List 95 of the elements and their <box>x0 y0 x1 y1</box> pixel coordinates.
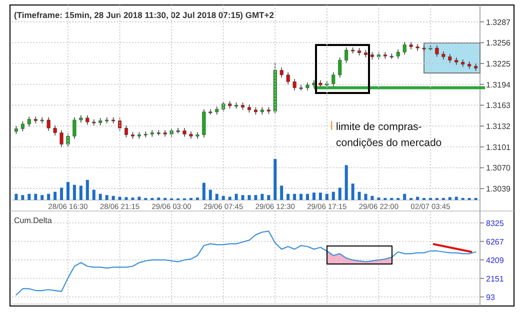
candlestick <box>286 72 290 85</box>
y-tick-label: 1.3225 <box>486 60 512 68</box>
bar <box>312 192 316 200</box>
candlestick <box>53 124 57 136</box>
bar <box>248 195 251 200</box>
bar <box>228 196 232 200</box>
bar <box>370 196 374 200</box>
candlestick <box>208 108 212 116</box>
bar <box>47 194 50 200</box>
text: Cum.Delta <box>14 216 52 225</box>
bar <box>112 196 115 200</box>
candlestick <box>86 114 90 126</box>
bar <box>280 186 284 200</box>
bar <box>124 197 128 200</box>
bar <box>234 194 238 200</box>
bar <box>34 194 38 200</box>
bar <box>138 196 141 200</box>
candlestick <box>60 130 64 148</box>
y-tick-label: 1.3163 <box>486 101 512 110</box>
candlestick <box>46 116 50 132</box>
bar <box>222 196 225 200</box>
bar <box>403 194 406 200</box>
bar <box>274 159 277 200</box>
bar <box>105 195 108 200</box>
bar <box>358 192 361 200</box>
bar <box>86 180 89 200</box>
candlestick <box>34 116 38 124</box>
candlestick <box>292 78 296 91</box>
bar <box>293 194 296 200</box>
y-tick-label: 2151 <box>486 274 504 284</box>
bar <box>72 184 76 200</box>
candlestick <box>27 116 31 128</box>
bar <box>66 182 70 200</box>
bar <box>60 188 64 200</box>
y-tick-label: 1.3287 <box>486 18 512 27</box>
bar <box>338 188 342 200</box>
bar <box>215 194 218 200</box>
candlestick <box>435 44 439 58</box>
candlestick <box>124 124 128 138</box>
bar <box>351 184 354 200</box>
bar <box>254 195 258 200</box>
bar <box>260 194 264 200</box>
y-tick-label: 93 <box>486 292 496 302</box>
bar <box>92 190 96 200</box>
bar <box>344 165 348 200</box>
bar <box>306 194 309 200</box>
y-tick-label: 1.3132 <box>486 122 512 132</box>
y-tick-label: 6267 <box>486 237 504 246</box>
bar <box>332 192 335 200</box>
bar <box>14 194 18 200</box>
bar <box>40 195 44 200</box>
bar <box>21 195 24 200</box>
candlestick <box>390 53 394 60</box>
candlestick <box>20 120 24 132</box>
y-tick-label: 1.3070 <box>486 164 512 173</box>
candlestick <box>163 130 167 138</box>
bar <box>98 194 102 200</box>
y-tick-label: 4209 <box>486 256 504 265</box>
bar <box>267 195 270 200</box>
candlestick <box>150 130 154 138</box>
candlestick <box>402 42 406 56</box>
candlestick <box>196 132 200 140</box>
candlestick <box>202 108 206 138</box>
line-series <box>16 230 476 296</box>
bar <box>318 192 322 200</box>
bar <box>300 194 303 200</box>
bar <box>286 194 290 200</box>
bar <box>448 197 452 200</box>
bar <box>241 195 244 200</box>
bar <box>54 192 57 200</box>
annotation: limite de compras-condições do mercado <box>336 121 442 149</box>
y-tick-label: 1.3256 <box>486 38 512 48</box>
bar <box>454 196 458 200</box>
y-tick-label: 8325 <box>486 218 504 228</box>
y-tick-label: 1.3039 <box>486 184 512 194</box>
candlestick <box>332 72 336 87</box>
bar <box>202 182 206 200</box>
candlestick <box>299 84 303 91</box>
y-tick-label: 1.3194 <box>486 80 512 90</box>
bar <box>208 190 212 200</box>
y-tick-label: 1.3101 <box>486 142 512 152</box>
bar <box>79 186 82 200</box>
candlestick <box>396 48 400 60</box>
text: (Timeframe: 15min, 28 Jun 2018 11:30, 02 Jul 2018 07:15) GMT+2 <box>14 10 274 20</box>
candlestick <box>176 128 180 134</box>
bar <box>364 194 368 200</box>
candlestick <box>280 67 284 78</box>
candlestick <box>156 130 160 136</box>
bar <box>118 196 122 200</box>
bar <box>325 194 328 200</box>
candlestick <box>72 116 76 140</box>
bar <box>28 194 31 200</box>
candlestick <box>344 46 348 64</box>
candlestick <box>338 57 342 78</box>
bar <box>416 196 420 200</box>
